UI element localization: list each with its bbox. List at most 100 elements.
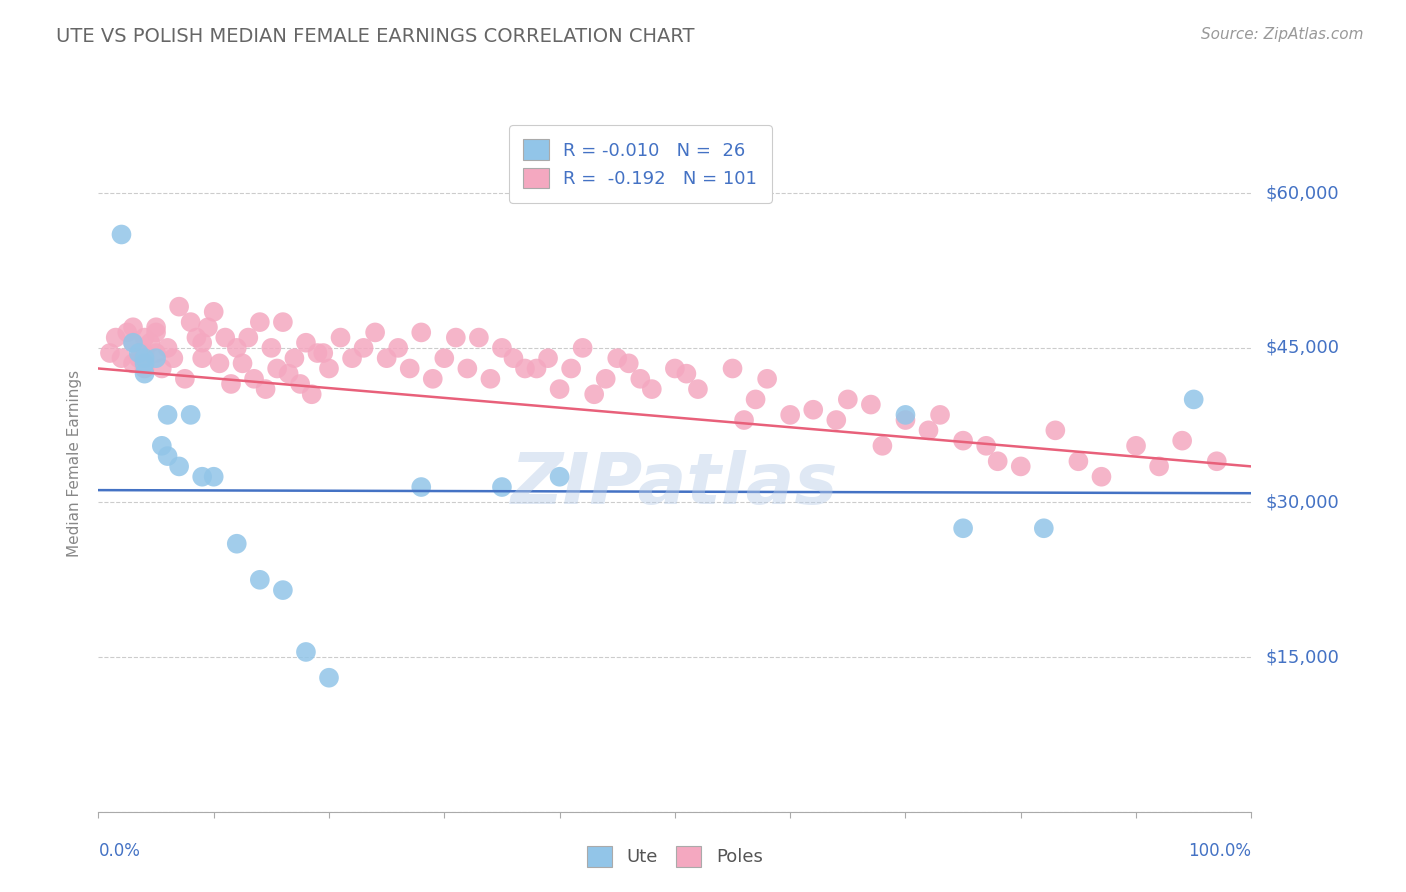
Point <box>186 330 208 344</box>
Text: $60,000: $60,000 <box>1265 185 1339 202</box>
Point <box>271 583 294 598</box>
Point <box>191 335 214 350</box>
Point <box>929 408 952 422</box>
Point <box>243 372 266 386</box>
Point <box>145 351 167 366</box>
Point <box>1205 454 1227 468</box>
Point <box>249 315 271 329</box>
Point <box>491 341 513 355</box>
Point <box>104 330 127 344</box>
Point <box>1010 459 1032 474</box>
Point <box>134 361 156 376</box>
Point <box>411 480 433 494</box>
Point <box>202 305 225 319</box>
Point <box>779 408 801 422</box>
Point <box>548 382 571 396</box>
Point <box>219 376 242 391</box>
Point <box>952 434 974 448</box>
Point <box>721 361 744 376</box>
Point <box>145 326 167 340</box>
Point <box>548 469 571 483</box>
Point <box>134 330 156 344</box>
Point <box>987 454 1010 468</box>
Point <box>872 439 894 453</box>
Point <box>595 372 617 386</box>
Point <box>422 372 444 386</box>
Point <box>456 361 478 376</box>
Point <box>277 367 299 381</box>
Point <box>98 346 121 360</box>
Point <box>122 320 145 334</box>
Point <box>468 330 491 344</box>
Point <box>295 335 318 350</box>
Point <box>191 469 214 483</box>
Point <box>859 398 882 412</box>
Point <box>353 341 375 355</box>
Point <box>1182 392 1205 407</box>
Point <box>411 326 433 340</box>
Point <box>202 469 225 483</box>
Point <box>318 671 340 685</box>
Point <box>974 439 997 453</box>
Point <box>340 351 363 366</box>
Point <box>1032 521 1054 535</box>
Point <box>433 351 456 366</box>
Point <box>197 320 219 334</box>
Point <box>162 351 184 366</box>
Point <box>312 346 335 360</box>
Point <box>191 351 214 366</box>
Point <box>952 521 974 535</box>
Point <box>301 387 323 401</box>
Point <box>208 356 231 370</box>
Point <box>398 361 420 376</box>
Point <box>375 351 398 366</box>
Legend: Ute, Poles: Ute, Poles <box>578 837 772 876</box>
Point <box>122 335 145 350</box>
Point <box>744 392 766 407</box>
Point <box>513 361 536 376</box>
Point <box>225 341 247 355</box>
Point <box>122 335 145 350</box>
Point <box>283 351 305 366</box>
Text: ZIPatlas: ZIPatlas <box>512 450 838 519</box>
Point <box>1067 454 1090 468</box>
Point <box>167 300 190 314</box>
Point <box>560 361 582 376</box>
Point <box>479 372 502 386</box>
Point <box>801 402 824 417</box>
Point <box>128 351 150 366</box>
Point <box>318 361 340 376</box>
Point <box>307 346 329 360</box>
Point <box>733 413 755 427</box>
Point <box>156 341 179 355</box>
Point <box>364 326 387 340</box>
Text: $15,000: $15,000 <box>1265 648 1339 666</box>
Point <box>641 382 664 396</box>
Point <box>254 382 277 396</box>
Point <box>231 356 254 370</box>
Y-axis label: Median Female Earnings: Median Female Earnings <box>67 370 83 558</box>
Point <box>110 227 132 242</box>
Point <box>571 341 593 355</box>
Point <box>628 372 651 386</box>
Point <box>266 361 288 376</box>
Point <box>606 351 628 366</box>
Point <box>1090 469 1112 483</box>
Point <box>260 341 283 355</box>
Text: $45,000: $45,000 <box>1265 339 1340 357</box>
Point <box>225 537 247 551</box>
Text: $30,000: $30,000 <box>1265 493 1339 511</box>
Point <box>122 356 145 370</box>
Point <box>329 330 352 344</box>
Point <box>526 361 548 376</box>
Point <box>290 376 312 391</box>
Point <box>249 573 271 587</box>
Point <box>167 459 190 474</box>
Point <box>894 413 917 427</box>
Point <box>675 367 697 381</box>
Point <box>238 330 260 344</box>
Point <box>756 372 779 386</box>
Point <box>214 330 236 344</box>
Point <box>837 392 859 407</box>
Point <box>1045 423 1067 437</box>
